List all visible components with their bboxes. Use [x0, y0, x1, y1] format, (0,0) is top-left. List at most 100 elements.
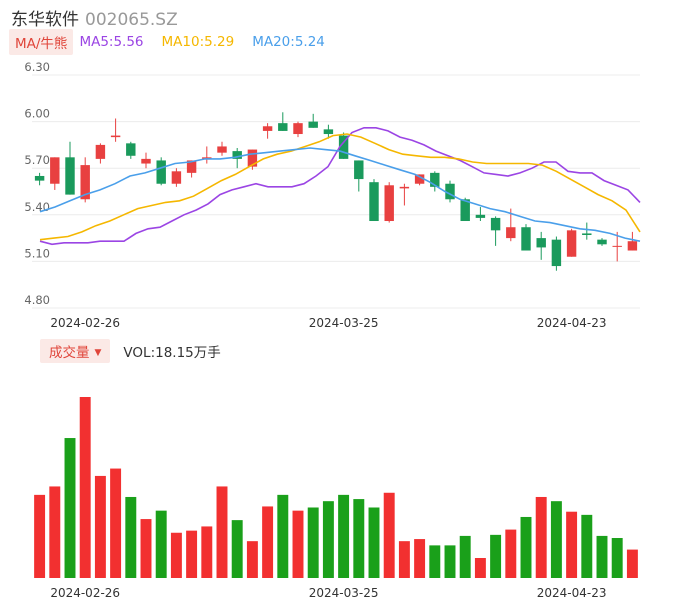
- candle-body: [126, 143, 136, 156]
- ma20-legend-label: MA20:5.24: [252, 34, 325, 50]
- candle-body: [50, 157, 60, 184]
- candle-body: [582, 233, 592, 235]
- volume-bar: [201, 526, 213, 578]
- volume-bar: [444, 545, 456, 578]
- volume-bar: [246, 541, 258, 578]
- candle-body: [384, 185, 394, 222]
- candle-body: [232, 151, 242, 159]
- volume-bar: [398, 541, 410, 578]
- stock-code: 002065.SZ: [85, 10, 178, 30]
- volume-bar: [566, 511, 578, 578]
- volume-bar: [581, 514, 593, 578]
- candle-body: [156, 160, 166, 184]
- volume-bar: [626, 549, 638, 578]
- volume-bar: [186, 530, 198, 578]
- candle-body: [323, 129, 334, 135]
- volume-bar: [474, 558, 486, 578]
- volume-bar: [34, 494, 46, 578]
- volume-bar: [383, 492, 395, 578]
- candle-body: [247, 149, 258, 167]
- ma-legend: MA/牛熊 MA5:5.56 MA10:5.29 MA20:5.24: [9, 29, 343, 55]
- x-axis-label: 2024-02-26: [50, 586, 120, 600]
- volume-bar: [64, 438, 76, 578]
- ma-indicator-button[interactable]: MA/牛熊: [9, 29, 74, 55]
- volume-bar: [170, 532, 182, 578]
- volume-bar: [277, 494, 289, 578]
- y-tick-label: 5.10: [24, 246, 50, 260]
- candle-body: [490, 217, 501, 231]
- stock-title: 东华软件 002065.SZ: [11, 5, 178, 30]
- volume-bar: [307, 507, 319, 578]
- candle-body: [597, 239, 607, 245]
- candle-body: [338, 135, 349, 159]
- x-axis-label: 2024-02-26: [50, 316, 120, 330]
- volume-bar: [216, 486, 228, 578]
- volume-bar: [231, 520, 243, 578]
- candle-body: [566, 230, 577, 257]
- candle-body: [293, 123, 303, 135]
- x-axis-label: 2024-03-25: [309, 586, 379, 600]
- candle-body: [460, 199, 470, 222]
- volume-bar: [368, 507, 380, 578]
- candle-body: [551, 239, 562, 267]
- volume-bar: [322, 501, 334, 578]
- candle-body: [171, 171, 182, 184]
- candle-body: [278, 123, 288, 131]
- volume-legend: 成交量 ▼ VOL:18.15万手: [40, 339, 221, 363]
- candle-body: [80, 165, 90, 200]
- ma10-legend-label: MA10:5.29: [161, 34, 235, 50]
- candle-body: [186, 160, 197, 173]
- candle-body: [612, 245, 622, 247]
- volume-bar: [505, 529, 517, 578]
- stock-name: 东华软件: [11, 10, 79, 30]
- volume-indicator-button[interactable]: 成交量 ▼: [40, 339, 111, 363]
- y-tick-label: 5.40: [24, 200, 50, 214]
- volume-bar: [550, 501, 562, 578]
- volume-bar: [262, 506, 274, 578]
- candle-body: [34, 175, 45, 181]
- ma-line-ma10: [39, 133, 641, 241]
- caret-down-icon: ▼: [94, 348, 102, 358]
- volume-bar: [125, 496, 137, 578]
- y-tick-label: 5.70: [24, 153, 50, 167]
- volume-bar: [490, 534, 502, 578]
- volume-bar: [338, 494, 350, 578]
- volume-value-label: VOL:18.15万手: [123, 345, 221, 361]
- volume-bar: [140, 519, 152, 578]
- candle-body: [354, 160, 364, 180]
- candle-body: [95, 144, 106, 159]
- volume-bar: [459, 535, 471, 578]
- volume-bar: [596, 535, 608, 578]
- volume-bar: [292, 510, 304, 578]
- volume-bar: [110, 468, 122, 578]
- x-axis-label: 2024-04-23: [537, 586, 607, 600]
- y-tick-label: 4.80: [24, 293, 50, 307]
- volume-bar: [611, 538, 623, 578]
- x-axis-label: 2024-04-23: [537, 316, 607, 330]
- volume-bar: [520, 516, 532, 578]
- candle-body: [369, 182, 379, 222]
- volume-bar: [429, 545, 441, 578]
- volume-button-label: 成交量: [49, 345, 90, 361]
- candle-body: [414, 174, 425, 184]
- candle-body: [217, 146, 227, 153]
- candle-body: [262, 126, 273, 131]
- candle-body: [475, 214, 486, 218]
- y-tick-label: 6.00: [24, 107, 50, 121]
- candle-body: [65, 157, 75, 195]
- candle-body: [445, 183, 455, 200]
- candle-body: [627, 241, 638, 251]
- volume-bar: [535, 496, 547, 578]
- candle-body: [536, 238, 546, 248]
- volume-bar: [49, 486, 61, 578]
- candle-body: [521, 227, 531, 251]
- volume-bar: [155, 510, 167, 578]
- candle-body: [506, 227, 516, 239]
- candle-body: [308, 121, 318, 128]
- ma5-legend-label: MA5:5.56: [79, 34, 144, 50]
- volume-bar: [414, 539, 426, 578]
- volume-bar: [353, 499, 365, 578]
- y-tick-label: 6.30: [24, 60, 50, 74]
- candle-body: [110, 135, 121, 138]
